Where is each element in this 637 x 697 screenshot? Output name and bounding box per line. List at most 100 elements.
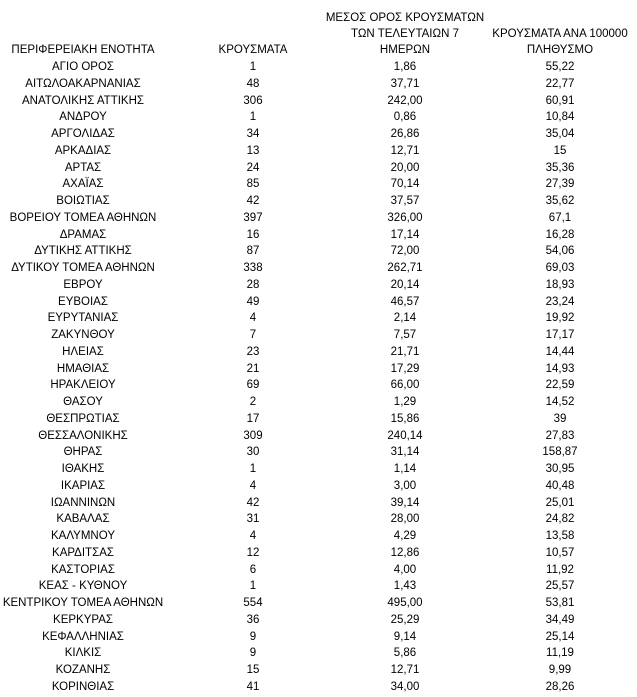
header-cell: ΚΡΟΥΣΜΑΤΑ (218, 44, 288, 56)
cell-value: 1,29 (393, 396, 417, 408)
cell-value: 4 (249, 312, 257, 325)
region-name: ΚΑΡΔΙΤΣΑΣ (52, 546, 114, 559)
cell-value: 1 (249, 61, 257, 73)
cell-value: 31 (246, 513, 260, 526)
cell-value: 34 (246, 128, 260, 140)
cell-value: 309 (243, 429, 263, 442)
cell-value: 2 (249, 396, 257, 408)
cell-value: 15 (553, 144, 567, 157)
region-name: ΗΡΑΚΛΕΙΟΥ (50, 379, 116, 392)
cell-value: 554 (243, 597, 263, 609)
cell-value: 49 (246, 295, 260, 308)
cell-value: 31,14 (390, 446, 420, 459)
cell-value: 67,1 (548, 211, 572, 224)
cell-value: 16,28 (545, 228, 575, 241)
cell-value: 14,52 (545, 396, 575, 408)
cell-value: 60,91 (545, 94, 575, 107)
cell-value: 12,71 (390, 664, 420, 676)
header-cell: ΠΕΡΙΦΕΡΕΙΑΚΗ ΕΝΟΤΗΤΑ (11, 44, 155, 56)
region-name: ΚΕΑΣ - ΚΥΘΝΟΥ (38, 580, 128, 593)
cell-value: 69 (246, 379, 260, 392)
cell-value: 15,86 (390, 412, 420, 425)
region-name: ΚΟΖΑΝΗΣ (55, 664, 111, 676)
cell-value: 495,00 (387, 597, 423, 609)
region-name: ΔΡΑΜΑΣ (59, 228, 107, 241)
cell-value: 25,29 (390, 613, 420, 626)
region-name: ΘΕΣΣΑΛΟΝΙΚΗΣ (38, 429, 128, 442)
cell-value: 25,14 (545, 630, 575, 643)
cell-value: 240,14 (387, 429, 423, 442)
region-name: ΘΑΣΟΥ (63, 396, 103, 408)
cell-value: 17 (246, 412, 260, 425)
cell-value: 21 (246, 362, 260, 375)
cell-value: 37,71 (390, 77, 420, 90)
region-name: ΑΡΤΑΣ (64, 161, 102, 174)
region-name: ΖΑΚΥΝΘΟΥ (51, 329, 115, 341)
header-cell: ΠΛΗΘΥΣΜΟ (526, 44, 594, 56)
region-name: ΕΥΡΥΤΑΝΙΑΣ (47, 312, 119, 325)
cell-value: 37,57 (390, 195, 420, 207)
cell-value: 5,86 (393, 647, 417, 660)
region-name: ΙΘΑΚΗΣ (61, 463, 105, 475)
cell-value: 1 (249, 463, 257, 475)
cell-value: 12,86 (390, 546, 420, 559)
cell-value: 10,57 (545, 546, 575, 559)
cell-value: 35,62 (545, 195, 575, 207)
cell-value: 15 (246, 664, 260, 676)
cell-value: 25,57 (545, 580, 575, 593)
cell-value: 9,14 (393, 630, 417, 643)
region-name: ΑΓΙΟ ΟΡΟΣ (51, 61, 115, 73)
cell-value: 4 (249, 479, 257, 492)
cell-value: 262,71 (387, 262, 423, 274)
cell-value: 42 (246, 195, 260, 207)
cell-value: 66,00 (390, 379, 420, 392)
cell-value: 326,00 (387, 211, 423, 224)
region-name: ΒΟΡΕΙΟΥ ΤΟΜΕΑ ΑΘΗΝΩΝ (9, 211, 157, 224)
region-name: ΔΥΤΙΚΗΣ ΑΤΤΙΚΗΣ (34, 245, 132, 258)
cell-value: 87 (246, 245, 260, 258)
cell-value: 14,93 (545, 362, 575, 375)
cell-value: 17,29 (390, 362, 420, 375)
cell-value: 20,14 (390, 278, 420, 291)
cell-value: 39 (553, 412, 567, 425)
cell-value: 70,14 (390, 178, 420, 191)
cell-value: 338 (243, 262, 263, 274)
cell-value: 13,58 (545, 530, 575, 542)
region-name: ΚΑΒΑΛΑΣ (56, 513, 110, 526)
region-name: ΑΝΑΤΟΛΙΚΗΣ ΑΤΤΙΚΗΣ (21, 94, 145, 107)
region-name: ΒΟΙΩΤΙΑΣ (56, 195, 110, 207)
cell-value: 18,93 (545, 278, 575, 291)
cell-value: 0,86 (393, 111, 417, 124)
region-name: ΚΑΛΥΜΝΟΥ (51, 530, 115, 542)
region-name: ΑΝΔΡΟΥ (59, 111, 107, 124)
region-name: ΑΡΚΑΔΙΑΣ (54, 144, 112, 157)
region-name: ΘΗΡΑΣ (63, 446, 103, 459)
cell-value: 10,84 (545, 111, 575, 124)
cell-value: 9 (249, 630, 257, 643)
cell-value: 24,82 (545, 513, 575, 526)
region-name: ΚΟΡΙΝΘΙΑΣ (51, 680, 115, 693)
cell-value: 4,00 (393, 563, 417, 576)
cell-value: 30 (246, 446, 260, 459)
region-name: ΚΙΛΚΙΣ (64, 647, 102, 660)
cell-value: 11,19 (546, 647, 574, 660)
cell-value: 26,86 (390, 128, 420, 140)
cell-value: 34,00 (390, 680, 420, 693)
cell-value: 53,81 (545, 597, 575, 609)
cell-value: 41 (246, 680, 260, 693)
cell-value: 28,00 (390, 513, 420, 526)
cell-value: 242,00 (387, 94, 423, 107)
cell-value: 17,14 (390, 228, 420, 241)
cell-value: 48 (246, 77, 260, 90)
cell-value: 55,22 (545, 61, 575, 73)
cell-value: 34,49 (545, 613, 575, 626)
cell-value: 4 (249, 530, 257, 542)
cell-value: 36 (246, 613, 260, 626)
cell-value: 16 (246, 228, 260, 241)
region-name: ΚΕΦΑΛΛΗΝΙΑΣ (42, 630, 124, 643)
cell-value: 20,00 (390, 161, 420, 174)
cell-value: 1 (249, 580, 257, 593)
region-name: ΕΥΒΟΙΑΣ (58, 295, 108, 308)
cell-value: 3,00 (393, 479, 417, 492)
cell-value: 397 (243, 211, 263, 224)
